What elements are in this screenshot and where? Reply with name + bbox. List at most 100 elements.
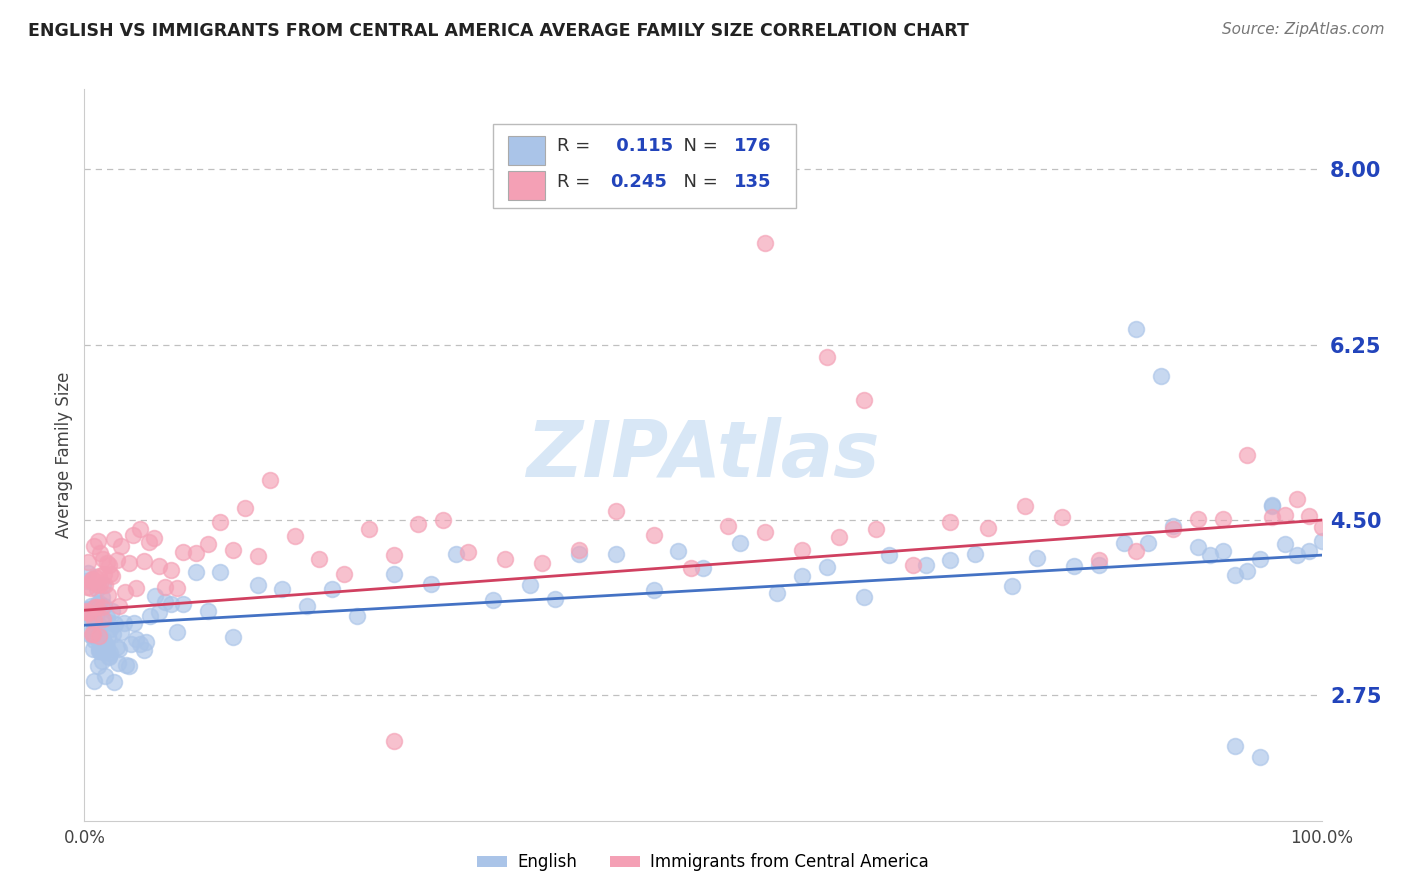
Point <box>90 600 112 615</box>
Point <box>1298 543 1320 558</box>
Point <box>125 632 148 646</box>
Point <box>1223 567 1246 582</box>
Point <box>120 637 142 651</box>
Point <box>605 504 627 518</box>
Point <box>197 604 219 618</box>
Point <box>717 519 740 533</box>
Point <box>118 659 141 673</box>
Point <box>408 517 430 532</box>
Point <box>815 350 838 364</box>
Point <box>89 644 111 658</box>
Text: 176: 176 <box>734 136 772 154</box>
Point <box>96 640 118 654</box>
Point <box>86 582 108 596</box>
Point <box>100 569 122 583</box>
Point <box>766 586 789 600</box>
Point <box>79 627 101 641</box>
Point <box>295 599 318 613</box>
Point <box>382 733 405 747</box>
Point <box>97 588 120 602</box>
Point <box>222 631 245 645</box>
Point <box>84 630 107 644</box>
Point <box>1236 564 1258 578</box>
Point <box>83 614 105 628</box>
Point <box>135 635 157 649</box>
Text: N =: N = <box>672 136 724 154</box>
Point <box>89 629 111 643</box>
Point <box>80 611 103 625</box>
Point <box>148 605 170 619</box>
Point <box>172 597 194 611</box>
Point <box>939 553 962 567</box>
Point <box>1236 448 1258 462</box>
Point <box>1310 520 1333 534</box>
Point <box>115 658 138 673</box>
FancyBboxPatch shape <box>508 171 544 201</box>
Point <box>1274 536 1296 550</box>
Point <box>184 546 207 560</box>
Point <box>96 556 118 570</box>
Point <box>965 547 987 561</box>
Point <box>91 551 114 566</box>
Text: ZIPAtlas: ZIPAtlas <box>526 417 880 493</box>
Y-axis label: Average Family Size: Average Family Size <box>55 372 73 538</box>
Point <box>346 609 368 624</box>
Point <box>83 622 105 636</box>
Point <box>321 582 343 596</box>
Point <box>643 582 665 597</box>
Point <box>142 532 165 546</box>
Point <box>246 578 269 592</box>
Point <box>494 551 516 566</box>
Point <box>75 574 97 589</box>
Point <box>1285 491 1308 506</box>
Point <box>91 633 114 648</box>
Point <box>86 607 108 622</box>
Text: 0.245: 0.245 <box>610 172 666 191</box>
Point <box>138 535 160 549</box>
Point <box>83 539 105 553</box>
Point <box>79 581 101 595</box>
Point <box>110 539 132 553</box>
Point <box>94 577 117 591</box>
Point <box>1063 559 1085 574</box>
Point <box>1001 579 1024 593</box>
Point <box>271 582 294 596</box>
Point <box>89 641 111 656</box>
Point <box>1014 499 1036 513</box>
Point <box>132 643 155 657</box>
Point <box>79 607 101 622</box>
Point <box>89 597 111 611</box>
Point <box>87 623 110 637</box>
Point <box>129 522 152 536</box>
Point <box>1261 498 1284 512</box>
Point <box>1298 508 1320 523</box>
Point <box>160 597 183 611</box>
Point <box>105 640 128 655</box>
Point <box>1187 540 1209 554</box>
Point <box>284 529 307 543</box>
Point <box>118 556 141 570</box>
Point <box>89 618 111 632</box>
Point <box>97 630 120 644</box>
Point <box>122 615 145 630</box>
Point <box>75 604 97 618</box>
Point <box>1285 548 1308 562</box>
Point <box>568 547 591 561</box>
Point <box>108 642 131 657</box>
Point <box>790 542 813 557</box>
Point <box>94 637 117 651</box>
Point <box>1161 522 1184 536</box>
Point <box>184 566 207 580</box>
Point <box>939 515 962 529</box>
Point <box>1026 550 1049 565</box>
Point <box>432 513 454 527</box>
Point <box>1137 536 1160 550</box>
Point <box>82 573 104 587</box>
Point <box>852 393 875 408</box>
Point <box>519 578 541 592</box>
Point <box>209 515 232 529</box>
Point <box>1088 558 1111 572</box>
Text: R =: R = <box>557 136 596 154</box>
Point <box>98 558 121 572</box>
Point <box>79 599 101 614</box>
